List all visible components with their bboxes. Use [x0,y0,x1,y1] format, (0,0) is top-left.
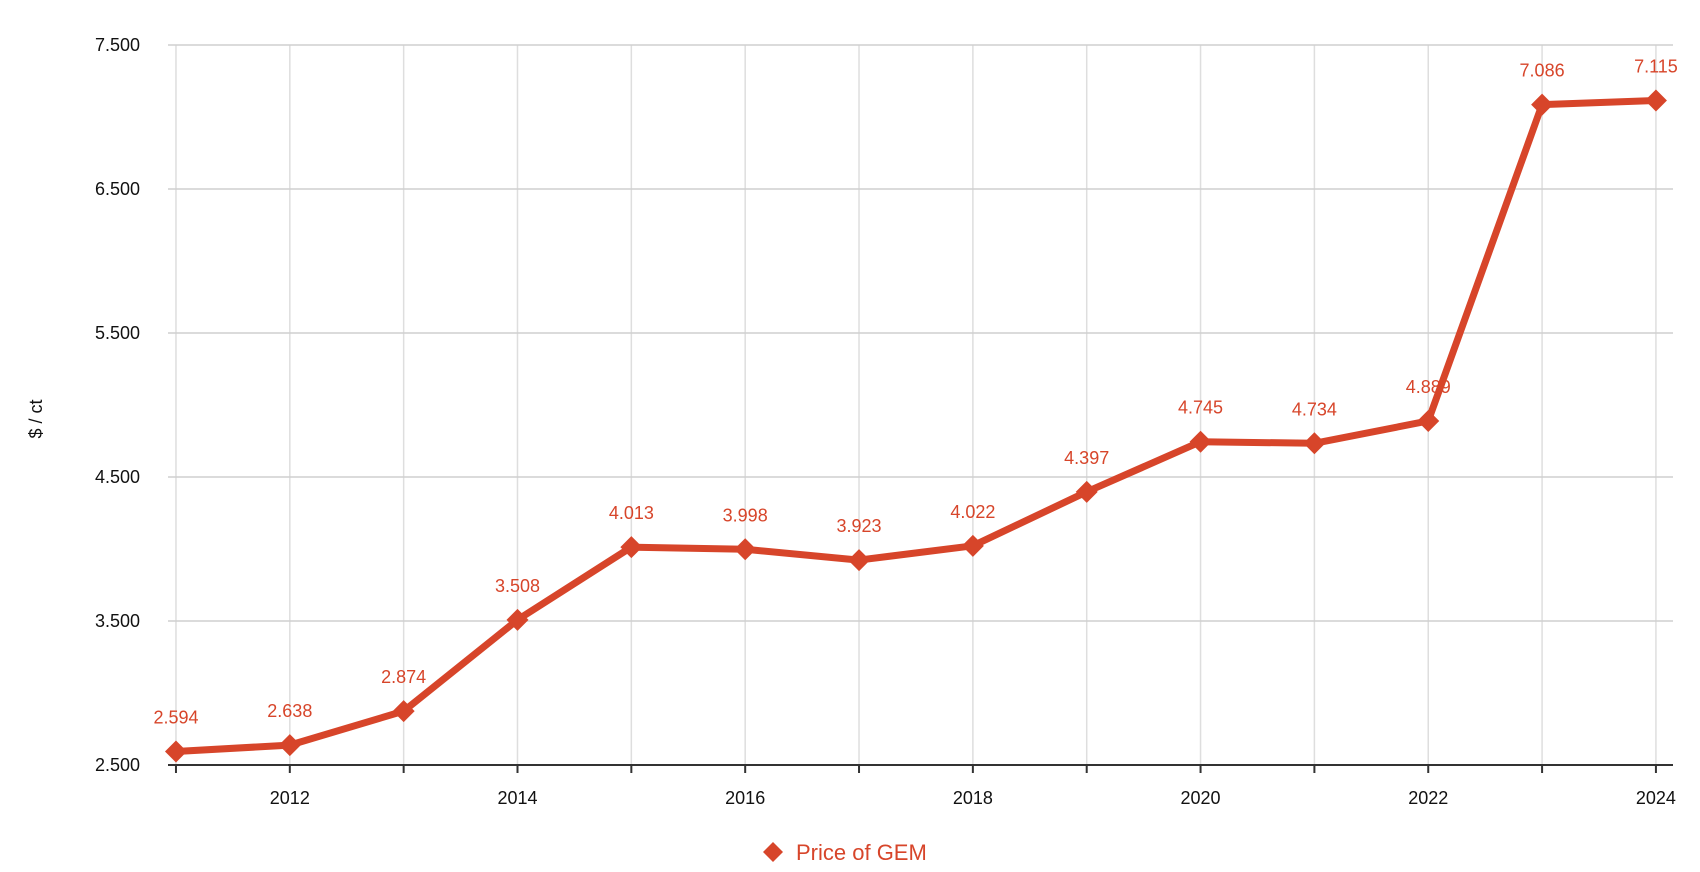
series-layer [164,89,1667,763]
x-tick-label: 2022 [1408,788,1448,808]
y-tick-label: 4.500 [95,467,140,487]
legend[interactable]: Price of GEM [763,840,927,865]
data-point-marker[interactable] [1303,432,1326,455]
data-point-marker[interactable] [961,534,984,557]
x-tick-label: 2020 [1181,788,1221,808]
data-label: 7.115 [1634,56,1678,76]
data-label: 2.594 [153,707,198,727]
data-label: 3.998 [723,505,768,525]
data-point-marker[interactable] [164,740,187,763]
data-label: 4.889 [1406,377,1451,397]
data-point-marker[interactable] [278,734,301,757]
data-label: 4.734 [1292,399,1337,419]
data-point-marker[interactable] [1644,89,1667,112]
data-label: 4.022 [950,502,995,522]
x-tick-label: 2012 [270,788,310,808]
data-label: 4.013 [609,503,654,523]
data-label: 4.397 [1064,448,1109,468]
data-point-marker[interactable] [734,538,757,561]
data-point-marker[interactable] [1417,409,1440,432]
data-label: 3.923 [837,516,882,536]
data-point-marker[interactable] [1075,480,1098,503]
x-tick-label: 2016 [725,788,765,808]
data-label: 3.508 [495,576,540,596]
y-tick-label: 3.500 [95,611,140,631]
legend-label: Price of GEM [796,840,927,865]
data-point-marker[interactable] [506,608,529,631]
y-tick-label: 6.500 [95,179,140,199]
y-tick-label: 2.500 [95,755,140,775]
series-line-price-of-gem [172,96,1660,755]
x-tick-label: 2024 [1636,788,1676,808]
axes: 2.500 3.500 4.500 5.500 6.500 7.500 2012 2014 20… [95,35,1676,808]
data-label: 7.086 [1520,61,1565,81]
data-label: 2.874 [381,667,426,687]
data-labels: 2.594 2.638 2.874 3.508 4.013 3.998 3.923 4.022… [153,56,1677,727]
data-label: 2.638 [267,701,312,721]
x-tick-label: 2014 [497,788,537,808]
gridlines [168,44,1673,765]
data-point-marker[interactable] [392,700,415,723]
y-tick-label: 5.500 [95,323,140,343]
legend-diamond-icon [763,842,783,862]
data-label: 4.745 [1178,398,1223,418]
x-tick-label: 2018 [953,788,993,808]
y-axis-title: $ / ct [26,399,46,438]
y-tick-label: 7.500 [95,35,140,55]
data-point-marker[interactable] [620,536,643,559]
data-point-marker[interactable] [848,549,871,572]
data-point-marker[interactable] [1189,430,1212,453]
data-point-marker[interactable] [1531,93,1554,116]
